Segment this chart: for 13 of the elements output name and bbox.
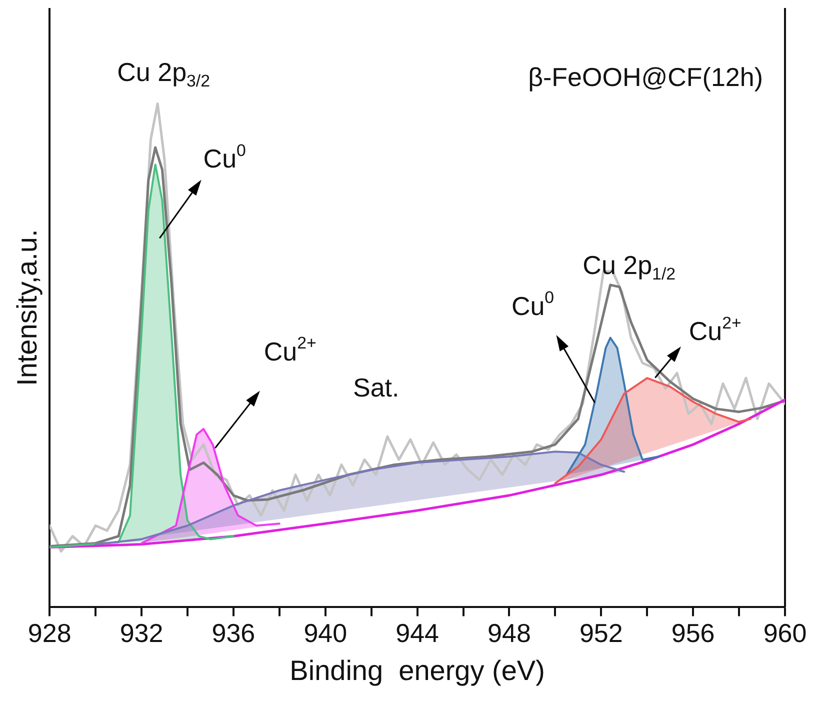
x-tick-label: 932 (120, 618, 164, 648)
annotation: Sat. (352, 372, 400, 402)
y-axis-title: Intensity,a.u. (12, 229, 43, 386)
x-tick-label: 952 (579, 618, 623, 648)
x-tick-label: 928 (28, 618, 72, 648)
x-tick-label: 960 (763, 618, 807, 648)
x-tick-label: 936 (212, 618, 256, 648)
x-axis-title: Binding energy (eV) (290, 654, 545, 686)
x-tick-label: 948 (488, 618, 531, 648)
chart-title: β-FeOOH@CF(12h) (528, 62, 763, 92)
x-tick-label: 940 (304, 618, 348, 648)
x-tick-label: 944 (396, 618, 439, 648)
x-tick-label: 956 (671, 618, 715, 648)
